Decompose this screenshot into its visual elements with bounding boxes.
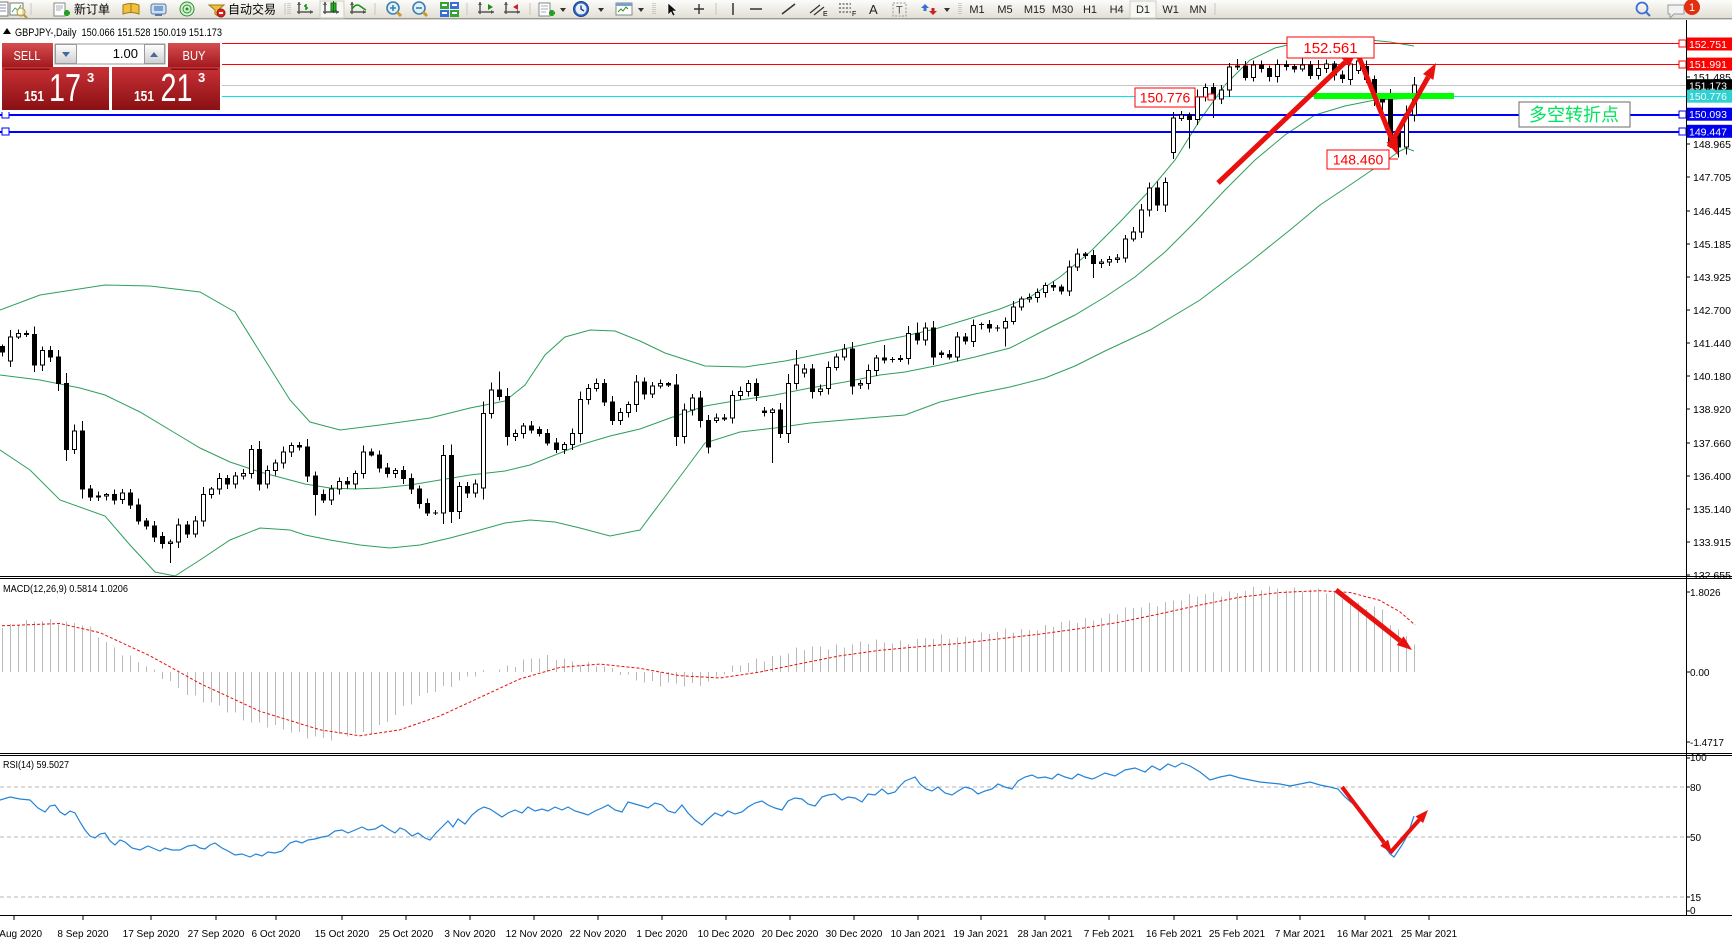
svg-text:新订单: 新订单	[74, 2, 110, 17]
svg-text:137.660: 137.660	[1693, 438, 1731, 450]
svg-text:152.751: 152.751	[1689, 39, 1727, 51]
svg-text:22 Nov 2020: 22 Nov 2020	[570, 929, 627, 940]
svg-text:3: 3	[198, 70, 205, 85]
svg-text:20 Dec 2020: 20 Dec 2020	[762, 929, 819, 940]
svg-text:16 Mar 2021: 16 Mar 2021	[1337, 929, 1394, 940]
svg-text:17: 17	[49, 67, 81, 110]
svg-text:142.700: 142.700	[1693, 305, 1731, 317]
svg-text:19 Jan 2021: 19 Jan 2021	[953, 929, 1008, 940]
svg-text:30 Dec 2020: 30 Dec 2020	[826, 929, 883, 940]
svg-text:143.925: 143.925	[1693, 272, 1731, 284]
svg-text:27 Sep 2020: 27 Sep 2020	[188, 929, 245, 940]
svg-text:GBPJPY-,Daily 150.066 151.528: GBPJPY-,Daily 150.066 151.528 150.019 15…	[15, 27, 222, 39]
svg-text:F: F	[852, 11, 856, 18]
svg-text:140.180: 140.180	[1693, 371, 1731, 383]
svg-text:0.00: 0.00	[1690, 668, 1710, 679]
svg-text:E: E	[823, 11, 828, 18]
svg-text:150.093: 150.093	[1689, 109, 1727, 121]
svg-text:M5: M5	[997, 4, 1012, 16]
svg-text:1: 1	[1689, 2, 1695, 14]
svg-text:8 Sep 2020: 8 Sep 2020	[57, 929, 109, 940]
svg-text:6 Oct 2020: 6 Oct 2020	[252, 929, 301, 940]
svg-text:多空转折点: 多空转折点	[1529, 105, 1619, 125]
svg-text:100: 100	[1690, 753, 1707, 764]
svg-text:7 Mar 2021: 7 Mar 2021	[1275, 929, 1326, 940]
svg-text:D1: D1	[1136, 4, 1150, 16]
svg-text:H4: H4	[1110, 4, 1124, 16]
svg-text:10 Dec 2020: 10 Dec 2020	[698, 929, 755, 940]
svg-text:150.776: 150.776	[1689, 91, 1727, 103]
svg-text:21: 21	[161, 67, 193, 110]
svg-text:138.920: 138.920	[1693, 404, 1731, 416]
svg-text:150.776: 150.776	[1140, 90, 1191, 106]
svg-text:132.655: 132.655	[1693, 570, 1731, 582]
svg-text:147.705: 147.705	[1693, 172, 1731, 184]
svg-text:M15: M15	[1024, 4, 1045, 16]
svg-text:146.445: 146.445	[1693, 206, 1731, 218]
svg-text:28 Jan 2021: 28 Jan 2021	[1017, 929, 1072, 940]
svg-text:151.991: 151.991	[1689, 59, 1727, 71]
svg-text:SELL: SELL	[14, 48, 41, 63]
svg-text:80: 80	[1690, 783, 1702, 794]
svg-text:17 Sep 2020: 17 Sep 2020	[123, 929, 180, 940]
svg-text:RSI(14) 59.5027: RSI(14) 59.5027	[3, 760, 69, 771]
svg-text:151: 151	[24, 88, 44, 105]
svg-text:12 Nov 2020: 12 Nov 2020	[506, 929, 563, 940]
svg-text:10 Jan 2021: 10 Jan 2021	[890, 929, 945, 940]
svg-text:自动交易: 自动交易	[228, 2, 276, 17]
svg-text:15: 15	[1690, 893, 1702, 904]
svg-text:16 Feb 2021: 16 Feb 2021	[1146, 929, 1203, 940]
svg-text:148.460: 148.460	[1333, 152, 1384, 168]
svg-text:149.447: 149.447	[1689, 126, 1727, 138]
svg-text:W1: W1	[1162, 4, 1179, 16]
svg-text:1.8026: 1.8026	[1690, 588, 1721, 599]
svg-text:M30: M30	[1052, 4, 1073, 16]
svg-text:135.140: 135.140	[1693, 504, 1731, 516]
svg-text:MACD(12,26,9) 0.5814 1.0206: MACD(12,26,9) 0.5814 1.0206	[3, 584, 128, 595]
svg-text:151: 151	[134, 88, 154, 105]
svg-text:3: 3	[87, 70, 94, 85]
svg-text:1 Dec 2020: 1 Dec 2020	[636, 929, 688, 940]
svg-text:M1: M1	[969, 4, 984, 16]
svg-text:15 Oct 2020: 15 Oct 2020	[315, 929, 370, 940]
svg-text:BUY: BUY	[183, 48, 206, 63]
svg-text:50: 50	[1690, 833, 1702, 844]
svg-text:152.561: 152.561	[1303, 40, 1357, 57]
svg-text:A: A	[869, 2, 878, 17]
svg-text:MN: MN	[1189, 4, 1206, 16]
svg-text:25 Mar 2021: 25 Mar 2021	[1401, 929, 1458, 940]
svg-text:148.965: 148.965	[1693, 139, 1731, 151]
svg-text:25 Feb 2021: 25 Feb 2021	[1209, 929, 1266, 940]
svg-text:141.440: 141.440	[1693, 338, 1731, 350]
svg-text:0: 0	[1690, 906, 1696, 917]
svg-text:145.185: 145.185	[1693, 239, 1731, 251]
svg-text:-1.4717: -1.4717	[1690, 738, 1724, 749]
svg-text:136.400: 136.400	[1693, 471, 1731, 483]
svg-text:T: T	[896, 5, 903, 17]
svg-text:7 Feb 2021: 7 Feb 2021	[1084, 929, 1135, 940]
svg-text:30 Aug 2020: 30 Aug 2020	[0, 929, 43, 940]
svg-text:1.00: 1.00	[113, 46, 138, 61]
svg-text:133.915: 133.915	[1693, 537, 1731, 549]
svg-text:3 Nov 2020: 3 Nov 2020	[444, 929, 496, 940]
svg-text:25 Oct 2020: 25 Oct 2020	[379, 929, 434, 940]
svg-text:H1: H1	[1083, 4, 1097, 16]
